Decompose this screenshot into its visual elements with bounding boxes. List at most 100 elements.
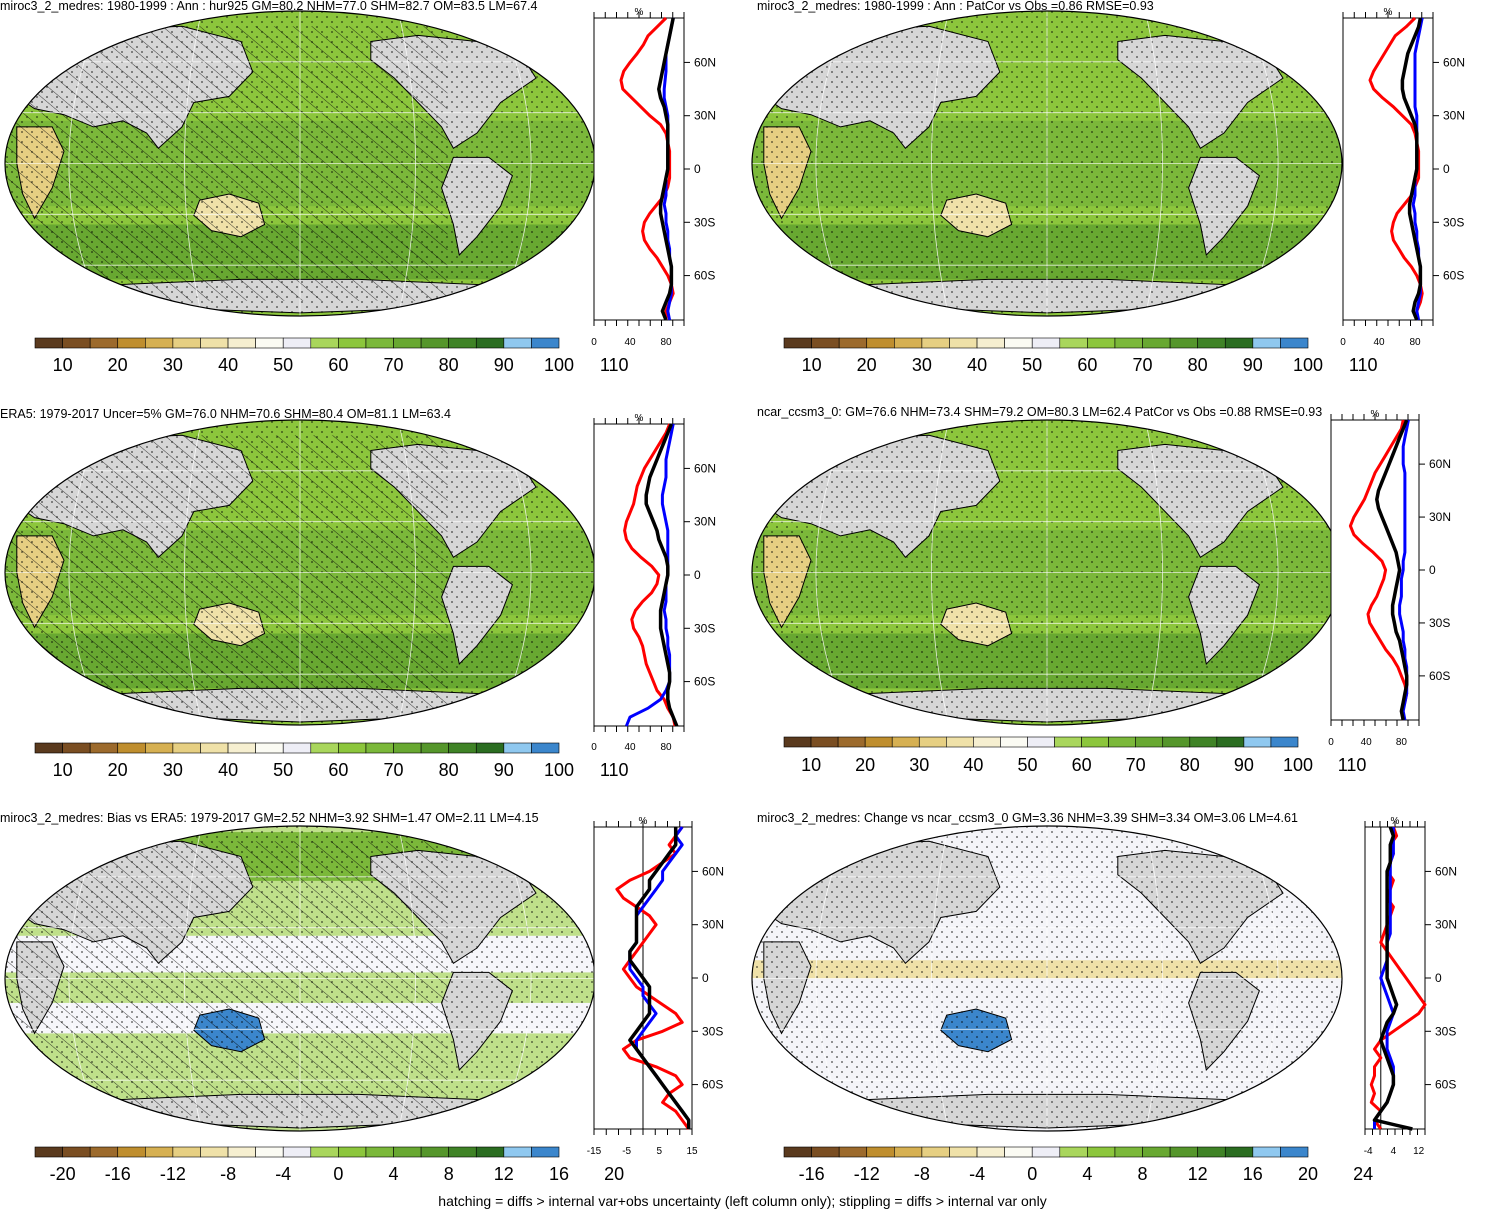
colorbar-swatch — [810, 736, 839, 748]
colorbar-swatch — [838, 337, 868, 349]
colorbar-swatch — [34, 1146, 63, 1158]
continent-greenland — [1270, 837, 1325, 882]
profile-lat-label: 30S — [1429, 616, 1450, 630]
map-field — [752, 11, 1342, 316]
colorbar-swatch — [365, 742, 394, 754]
colorbar-swatch — [866, 1146, 895, 1158]
colorbar-swatch — [172, 1146, 201, 1158]
profile-x-label: 0 — [1340, 337, 1346, 348]
profile-x-label: 40 — [624, 742, 636, 753]
profile-lat-label: 30N — [1443, 109, 1465, 123]
profile-lat-label: 30S — [1443, 215, 1464, 229]
profile-lat-label: 0 — [1443, 162, 1450, 176]
colorbar-swatch — [338, 1146, 367, 1158]
colorbar-label: 60 — [328, 760, 348, 780]
profile-lat-label: 0 — [702, 971, 709, 985]
colorbar-swatch — [475, 742, 505, 754]
panels-root: miroc3_2_medres: 1980-1999 : Ann : hur92… — [0, 0, 1465, 1184]
colorbar-label: 40 — [218, 355, 238, 375]
colorbar-swatch — [338, 742, 367, 754]
colorbar-swatch — [62, 337, 91, 349]
colorbar-swatch — [1252, 1146, 1281, 1158]
colorbar-swatch — [921, 1146, 950, 1158]
colorbar-swatch — [1197, 1146, 1226, 1158]
colorbar-swatch — [282, 337, 312, 349]
colorbar-label: 60 — [328, 355, 348, 375]
colorbar-label: 100 — [1283, 755, 1313, 775]
colorbar-swatch — [393, 1146, 422, 1158]
colorbar-swatch — [866, 337, 895, 349]
colorbar-label: 110 — [1338, 755, 1367, 775]
profile-lat-label: 30N — [702, 918, 724, 932]
colorbar-swatch — [172, 742, 201, 754]
colorbar-swatch — [255, 337, 284, 349]
colorbar-swatch — [365, 1146, 394, 1158]
profile-x-label: 40 — [1361, 737, 1373, 748]
profile-x-label: -15 — [587, 1146, 602, 1157]
profile-line-black — [1372, 826, 1413, 1131]
colorbar-swatch — [973, 736, 1001, 748]
profile-lat-label: 30N — [694, 515, 716, 529]
colorbar-swatch — [1031, 337, 1061, 349]
graticule-meridian — [931, 420, 950, 725]
colorbar-swatch — [145, 1146, 174, 1158]
colorbar-swatch — [393, 742, 422, 754]
colorbar-label: 8 — [444, 1164, 454, 1184]
colorbar-label: -16 — [799, 1164, 825, 1184]
colorbar-label: 90 — [1234, 755, 1254, 775]
panel-title-4: ncar_ccsm3_0: GM=76.6 NHM=73.4 SHM=79.2 … — [757, 405, 1322, 419]
colorbar-swatch — [1135, 736, 1164, 748]
colorbar-swatch — [783, 736, 812, 748]
map-panel-4 — [751, 419, 1343, 726]
profile-x-label: -4 — [1364, 1146, 1373, 1157]
map-field — [5, 11, 595, 316]
profile-lat-label: 0 — [1435, 971, 1442, 985]
profile-x-label: 0 — [591, 337, 597, 348]
profile-x-label: -5 — [622, 1146, 631, 1157]
colorbar-swatch — [117, 742, 146, 754]
colorbar-swatch — [117, 337, 146, 349]
colorbar-label: 100 — [544, 760, 574, 780]
map-field — [5, 420, 595, 725]
colorbar-swatch — [811, 1146, 840, 1158]
colorbar-swatch — [1108, 736, 1136, 748]
panel-title-1: miroc3_2_medres: 1980-1999 : Ann : hur92… — [0, 0, 538, 13]
colorbar-swatch — [894, 1146, 923, 1158]
colorbar-swatch — [475, 337, 505, 349]
colorbar-swatch — [1169, 337, 1198, 349]
colorbar-swatch — [1031, 1146, 1061, 1158]
colorbar-label: 50 — [1017, 755, 1037, 775]
colorbar-swatch — [811, 337, 840, 349]
colorbar-label: -12 — [160, 1164, 186, 1184]
colorbar-swatch — [145, 742, 174, 754]
colorbar-label: 70 — [383, 355, 403, 375]
colorbar-label: 40 — [218, 760, 238, 780]
profile-lat-label: 0 — [694, 162, 701, 176]
colorbar-label: 10 — [53, 355, 73, 375]
graticule-meridian — [397, 826, 416, 1131]
profile-lat-label: 30S — [694, 621, 715, 635]
colorbar-swatch — [89, 1146, 119, 1158]
panel-title-6: miroc3_2_medres: Change vs ncar_ccsm3_0 … — [757, 811, 1298, 825]
colorbar-label: 40 — [963, 755, 983, 775]
profile-x-label: 15 — [686, 1146, 698, 1157]
profile-line-red — [1368, 16, 1424, 320]
colorbar-swatch — [200, 742, 229, 754]
colorbar-label: 24 — [1353, 1164, 1373, 1184]
profile-lat-label: 60S — [1429, 669, 1450, 683]
graticule-meridian — [931, 11, 950, 316]
colorbar-swatch — [475, 1146, 505, 1158]
continent-greenland — [523, 837, 578, 882]
colorbar-swatch — [34, 742, 63, 754]
profile-lat-label: 30S — [1435, 1024, 1456, 1038]
colorbar-swatch — [62, 742, 91, 754]
colorbar-swatch — [1169, 1146, 1198, 1158]
colorbar-label: -4 — [969, 1164, 985, 1184]
profile-line-black — [657, 17, 675, 321]
colorbar-label: 20 — [855, 755, 875, 775]
colorbar-label: -16 — [105, 1164, 131, 1184]
colorbar-swatch — [1059, 337, 1088, 349]
colorbar-swatch — [1087, 1146, 1116, 1158]
